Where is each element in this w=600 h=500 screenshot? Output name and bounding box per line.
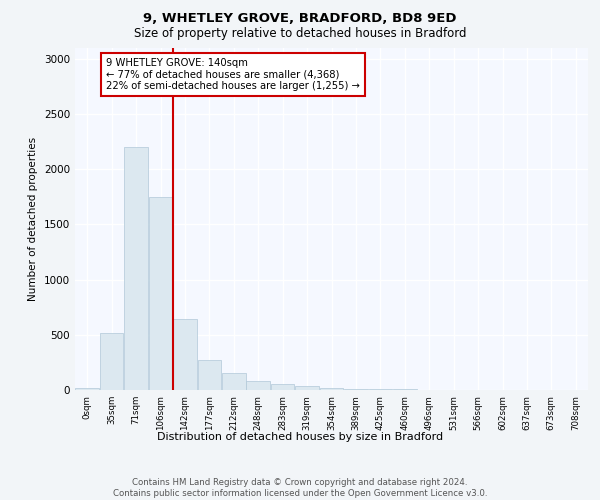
Bar [247,381,270,390]
Bar [100,332,124,390]
Text: 9 WHETLEY GROVE: 140sqm
← 77% of detached houses are smaller (4,368)
22% of semi: 9 WHETLEY GROVE: 140sqm ← 77% of detache… [106,58,359,91]
Y-axis label: Number of detached properties: Number of detached properties [28,136,38,301]
Bar [320,388,343,390]
Text: 9, WHETLEY GROVE, BRADFORD, BD8 9ED: 9, WHETLEY GROVE, BRADFORD, BD8 9ED [143,12,457,26]
Bar [197,360,221,390]
Bar [222,374,245,390]
Bar [368,389,392,390]
Text: Size of property relative to detached houses in Bradford: Size of property relative to detached ho… [134,28,466,40]
Text: Distribution of detached houses by size in Bradford: Distribution of detached houses by size … [157,432,443,442]
Bar [271,384,295,390]
Bar [344,388,368,390]
Bar [76,388,99,390]
Bar [149,196,172,390]
Bar [124,147,148,390]
Text: Contains HM Land Registry data © Crown copyright and database right 2024.
Contai: Contains HM Land Registry data © Crown c… [113,478,487,498]
Bar [173,320,197,390]
Bar [295,386,319,390]
